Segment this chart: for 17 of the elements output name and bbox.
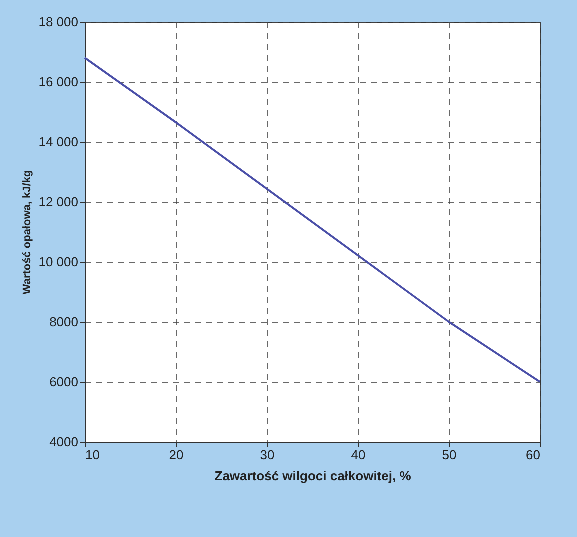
y-tick-label: 18 000 [38, 14, 78, 30]
y-tick-label: 8000 [50, 314, 78, 330]
x-axis-title: Zawartość wilgoci całkowitej, % [214, 468, 412, 484]
x-tick-label: 20 [169, 448, 184, 462]
y-tick-label: 14 000 [38, 134, 78, 150]
y-tick-label: 6000 [50, 374, 78, 390]
x-tick-label: 50 [442, 448, 457, 462]
y-tick-label: 10 000 [38, 254, 78, 270]
x-tick-label: 40 [351, 448, 366, 462]
y-tick-label: 12 000 [38, 194, 78, 210]
x-tick-label: 30 [260, 448, 275, 462]
y-axis-title: Wartość opałowa, kJ/kg [22, 170, 34, 295]
line-series [84, 57, 541, 383]
y-tick-label: 4000 [50, 434, 78, 450]
x-tick-label: 60 [526, 448, 540, 462]
y-tick-label: 16 000 [38, 74, 78, 90]
x-tick-label: 10 [86, 448, 100, 462]
